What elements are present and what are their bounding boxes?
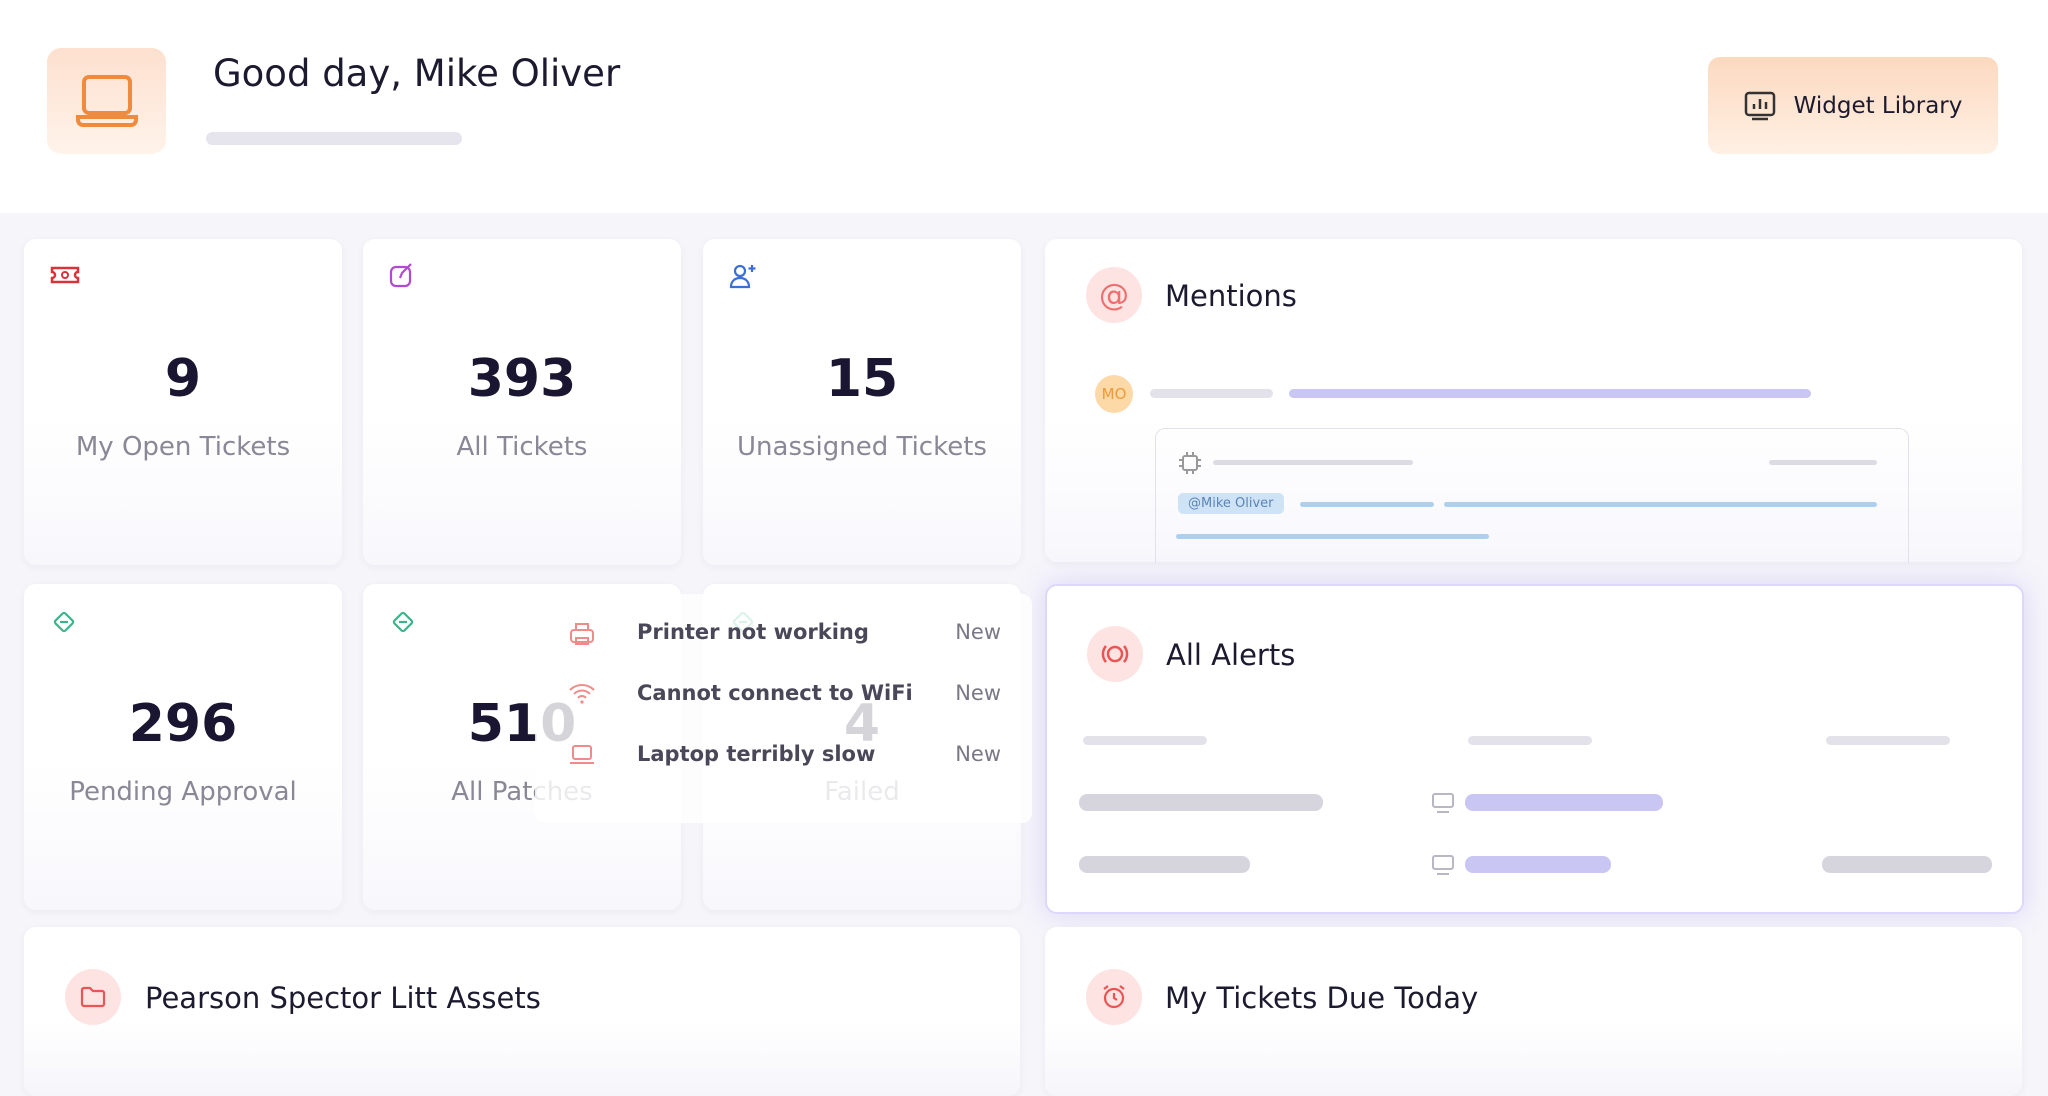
stat-card: 393 All Tickets bbox=[363, 239, 681, 565]
due-card: My Tickets Due Today bbox=[1045, 927, 2022, 1096]
placeholder-bar bbox=[1465, 856, 1611, 873]
stat-value: 15 bbox=[825, 349, 899, 409]
widget-library-button[interactable]: Widget Library bbox=[1708, 57, 1998, 154]
mention-tag: @Mike Oliver bbox=[1178, 493, 1284, 514]
avatar: MO bbox=[1095, 375, 1133, 413]
placeholder-bar bbox=[1826, 736, 1950, 745]
mention-icon: @ bbox=[1086, 267, 1142, 323]
chart-icon bbox=[1744, 91, 1775, 120]
folder bbox=[80, 986, 106, 1008]
alerts-title: All Alerts bbox=[1166, 638, 1296, 672]
assets-title: Pearson Spector Litt Assets bbox=[145, 981, 541, 1015]
placeholder-bar bbox=[1444, 502, 1877, 507]
stat-icon bbox=[389, 608, 417, 640]
ticket-status: New bbox=[955, 681, 1001, 705]
app-icon bbox=[47, 48, 166, 154]
stat-value: 9 bbox=[164, 349, 202, 409]
stat-value: 296 bbox=[128, 694, 238, 754]
placeholder-bar bbox=[1079, 794, 1323, 811]
placeholder-bar bbox=[1465, 794, 1663, 811]
alerts-card: All Alerts bbox=[1045, 584, 2024, 914]
placeholder-bar bbox=[1289, 389, 1811, 398]
placeholder-bar bbox=[1213, 460, 1413, 465]
placeholder-bar bbox=[1769, 460, 1877, 465]
ticket-popup: Printer not working New Cannot connect to … bbox=[535, 594, 1032, 823]
ticket-title: Laptop terribly slow bbox=[637, 742, 876, 766]
mention-box: @Mike Oliver bbox=[1155, 428, 1909, 563]
placeholder-bar bbox=[1150, 389, 1273, 398]
ticket-icon bbox=[568, 682, 596, 710]
stat-icon bbox=[50, 263, 80, 291]
ticket-status: New bbox=[955, 620, 1001, 644]
chip-icon bbox=[1179, 452, 1201, 474]
mentions-title: Mentions bbox=[1165, 279, 1297, 313]
placeholder-bar bbox=[1176, 534, 1489, 539]
mentions-card: @ Mentions MO @Mike Oliver bbox=[1045, 239, 2022, 563]
laptop-icon bbox=[75, 75, 138, 127]
clock-icon bbox=[1086, 969, 1142, 1025]
stat-card: 15 Unassigned Tickets bbox=[703, 239, 1021, 565]
stat-label: Unassigned Tickets bbox=[737, 432, 987, 462]
monitor-icon bbox=[1432, 855, 1454, 875]
placeholder-bar bbox=[1468, 736, 1592, 745]
alarm-icon bbox=[1101, 645, 1129, 663]
folder-icon bbox=[65, 969, 121, 1025]
placeholder-bar bbox=[206, 132, 462, 145]
stat-value: 393 bbox=[467, 349, 577, 409]
assets-card: Pearson Spector Litt Assets bbox=[24, 927, 1020, 1096]
stat-label: Pending Approval bbox=[69, 777, 297, 807]
stat-icon bbox=[389, 263, 415, 293]
button-label: Widget Library bbox=[1793, 92, 1963, 119]
ticket-icon bbox=[568, 621, 596, 651]
placeholder-bar bbox=[1083, 736, 1207, 745]
stat-label: All Tickets bbox=[456, 432, 588, 462]
stat-card: 9 My Open Tickets bbox=[24, 239, 342, 565]
placeholder-bar bbox=[1300, 502, 1434, 507]
ticket-title: Cannot connect to WiFi bbox=[637, 681, 913, 705]
stat-label: My Open Tickets bbox=[75, 432, 291, 462]
ticket-title: Printer not working bbox=[637, 620, 869, 644]
stat-icon bbox=[729, 263, 757, 293]
due-title: My Tickets Due Today bbox=[1165, 981, 1479, 1015]
stat-card: 296 Pending Approval bbox=[24, 584, 342, 910]
monitor-icon bbox=[1432, 793, 1454, 813]
alert-icon bbox=[1087, 626, 1143, 682]
ticket-status: New bbox=[955, 742, 1001, 766]
greeting: Good day, Mike Oliver bbox=[213, 52, 621, 95]
clock bbox=[1103, 985, 1125, 1009]
placeholder-bar bbox=[1822, 856, 1992, 873]
ticket-icon bbox=[568, 743, 596, 771]
stat-icon bbox=[50, 608, 78, 640]
placeholder-bar bbox=[1079, 856, 1250, 873]
